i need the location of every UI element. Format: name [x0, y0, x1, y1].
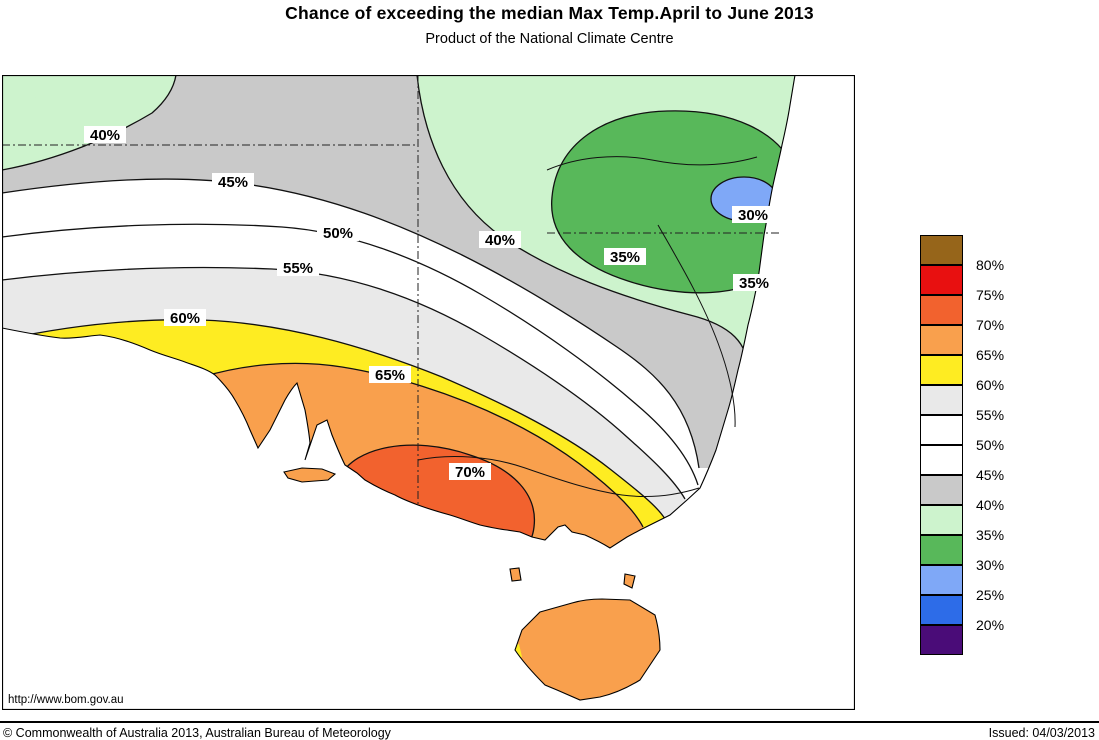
- map-frame: [1, 74, 856, 711]
- contour-40-west: [1, 74, 177, 171]
- legend-label: 25%: [976, 587, 1005, 603]
- contour-label: 50%: [323, 225, 353, 242]
- contour-label: 65%: [375, 367, 405, 384]
- legend-swatch-band_20_25: [920, 595, 963, 625]
- contour-label: 35%: [610, 249, 640, 266]
- ocean: [2, 75, 855, 710]
- contour-label: 70%: [455, 464, 485, 481]
- contour-label-box: [479, 231, 521, 248]
- contour-label: 45%: [218, 174, 248, 191]
- legend-swatch-band_40_45: [920, 475, 963, 505]
- coastlines: [1, 74, 796, 701]
- contour-label: 30%: [738, 207, 768, 224]
- rivers: [417, 156, 758, 498]
- contour-55: [1, 266, 686, 500]
- contour-label: 40%: [90, 127, 120, 144]
- page-subtitle: Product of the National Climate Centre: [425, 31, 674, 47]
- coastline-kangaroo-island: [283, 467, 337, 483]
- legend-label: 35%: [976, 527, 1005, 543]
- contour-label-box: [369, 366, 411, 383]
- contour-label-box: [317, 224, 359, 241]
- copyright-text: © Commonwealth of Australia 2013, Austra…: [3, 726, 391, 740]
- contour-label: 60%: [170, 310, 200, 327]
- forecast-map: 40% 45% 50% 55% 40% 35% 30% 35% 60% 65% 70% http:/…: [1, 74, 856, 711]
- band-35-40-nw-patch: [21, 75, 73, 99]
- legend-swatch-band_50_55: [920, 415, 963, 445]
- legend-swatch-band_60_65: [920, 355, 963, 385]
- contour-label: 40%: [485, 232, 515, 249]
- legend-swatch-band_30_35: [920, 535, 963, 565]
- legend-swatch-band_70_75: [920, 295, 963, 325]
- legend-swatch-band_25_30: [920, 565, 963, 595]
- legend-label: 40%: [976, 497, 1005, 513]
- legend-label: 60%: [976, 377, 1005, 393]
- legend-label: 70%: [976, 317, 1005, 333]
- legend-swatch-band_55_60: [920, 385, 963, 415]
- legend-swatch-band_65_70: [920, 325, 963, 355]
- legend-label: 50%: [976, 437, 1005, 453]
- legend-label: 75%: [976, 287, 1005, 303]
- contour-label-box: [732, 206, 774, 223]
- legend-label: 55%: [976, 407, 1005, 423]
- footer-divider: [0, 721, 1099, 723]
- contour-label-box: [277, 259, 319, 276]
- issued-date: Issued: 04/03/2013: [988, 726, 1095, 740]
- map-area: 40% 45% 50% 55% 40% 35% 30% 35% 60% 65% 70% http:/…: [1, 74, 856, 711]
- river-darling-upper: [546, 156, 758, 171]
- legend-swatch-band_35_40: [920, 505, 963, 535]
- river-darling-lower: [657, 224, 736, 428]
- contour-label-box: [84, 126, 126, 143]
- contour-label-box: [164, 309, 206, 326]
- legend-label: 30%: [976, 557, 1005, 573]
- contour-60: [1, 319, 666, 520]
- contour-50: [1, 223, 699, 486]
- legend-label: 45%: [976, 467, 1005, 483]
- contour-45: [1, 178, 700, 469]
- coastline-mainland: [1, 74, 796, 549]
- page-title: Chance of exceeding the median Max Temp.…: [285, 3, 814, 23]
- legend-swatch-band_above_80: [920, 235, 963, 265]
- bom-url: http://www.bom.gov.au: [8, 694, 123, 706]
- contour-label-box: [604, 248, 646, 265]
- contour-65: [201, 362, 644, 528]
- legend-label: 65%: [976, 347, 1005, 363]
- legend: 80% 75% 70% 65% 60% 55% 50% 45% 40% 35% 30% 25% 20%: [920, 235, 1060, 665]
- legend-label: 20%: [976, 617, 1005, 633]
- coastline-king-island: [509, 567, 522, 582]
- contour-label: 55%: [283, 260, 313, 277]
- contour-labels: 40% 45% 50% 55% 40% 35% 30% 35% 60% 65% 70%: [84, 126, 775, 481]
- legend-swatch-band_75_80: [920, 265, 963, 295]
- legend-swatch-band_45_50: [920, 445, 963, 475]
- river-murray-border: [417, 455, 700, 498]
- contour-label-box: [212, 173, 254, 190]
- legend-label: 80%: [976, 257, 1005, 273]
- contour-label: 35%: [739, 275, 769, 292]
- coastline-tasmania: [514, 598, 661, 701]
- legend-swatch-band_below_20: [920, 625, 963, 655]
- contour-label-box: [449, 463, 491, 480]
- coastline-flinders-island: [623, 573, 636, 589]
- contour-label-box: [733, 274, 775, 291]
- state-borders: [2, 75, 782, 505]
